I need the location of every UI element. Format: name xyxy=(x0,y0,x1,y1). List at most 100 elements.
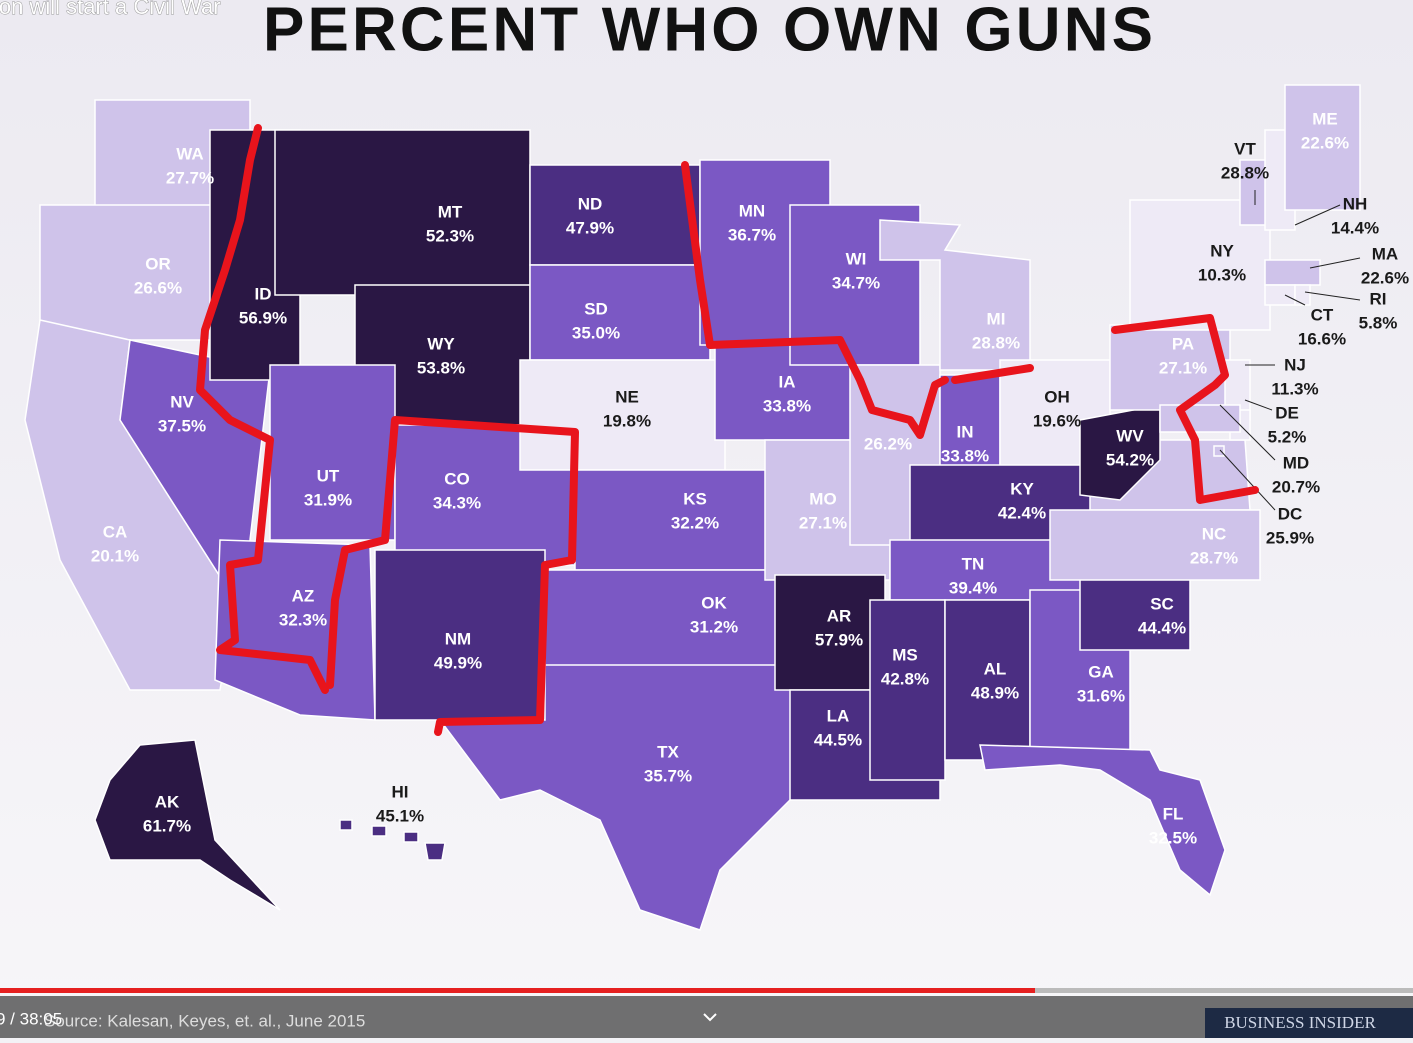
state-code: MI xyxy=(987,309,1006,328)
state-shape xyxy=(1129,199,1271,331)
state-code: MD xyxy=(1283,453,1309,472)
state-value-label: 47.9% xyxy=(566,218,614,237)
state-value-label: 35.0% xyxy=(572,323,620,342)
state-value-label: 28.8% xyxy=(972,333,1020,352)
state-code: NC xyxy=(1202,524,1227,543)
state-code: SC xyxy=(1150,594,1174,613)
state-value-label: 45.1% xyxy=(376,806,424,825)
state-value-label: 27.1% xyxy=(799,513,847,532)
state-value-label: 22.6% xyxy=(1361,268,1409,287)
logo-box xyxy=(1205,1008,1413,1038)
state-value-label: 49.9% xyxy=(434,653,482,672)
state-value-label: 35.7% xyxy=(644,766,692,785)
state-value-label: 26.2% xyxy=(864,434,912,453)
state-code: ME xyxy=(1312,109,1338,128)
annotation-line xyxy=(196,124,329,694)
state-value-label: 44.4% xyxy=(1138,618,1186,637)
state-value-label: 19.6% xyxy=(1033,411,1081,430)
state-value-label: 5.2% xyxy=(1268,427,1307,446)
source: Source: Kalesan, Keyes, et. al., June 20… xyxy=(44,1011,365,1030)
state-value-label: 36.7% xyxy=(728,225,776,244)
state-code: OH xyxy=(1044,387,1070,406)
labels: WA 27.7% OR 26.6% CA 20.1% NV 37.5% ID 56.9% MT 52.… xyxy=(91,109,1409,847)
state-shape xyxy=(544,569,791,666)
state-shape xyxy=(94,739,281,911)
state-value-label: 22.6% xyxy=(1301,133,1349,152)
state-code: NE xyxy=(615,387,639,406)
state-shape xyxy=(529,264,711,361)
state-shape xyxy=(869,599,946,781)
state-code: TN xyxy=(962,554,985,573)
state-code: AZ xyxy=(292,586,315,605)
state-code: MA xyxy=(1372,244,1398,263)
state-code: MN xyxy=(739,201,765,220)
state-code: AK xyxy=(155,792,180,811)
leader-line xyxy=(1304,291,1361,301)
state-code: KS xyxy=(683,489,707,508)
state-value-label: 34.3% xyxy=(433,493,481,512)
state-code: CO xyxy=(444,469,470,488)
state-code: AR xyxy=(827,606,852,625)
leader-line xyxy=(1219,449,1276,511)
state-shape xyxy=(403,831,419,843)
state-value-label: 52.3% xyxy=(426,226,474,245)
state-shape xyxy=(1159,404,1241,433)
red-annotations xyxy=(196,124,1259,736)
state-value-label: 31.9% xyxy=(304,490,352,509)
state-shape xyxy=(1294,284,1311,306)
leader-line xyxy=(1284,294,1306,306)
state-code: NM xyxy=(445,629,471,648)
annotation-line xyxy=(326,416,579,736)
state-code: DE xyxy=(1275,403,1299,422)
state-code: MT xyxy=(438,202,463,221)
state-value-label: 27.1% xyxy=(1159,358,1207,377)
state-code: PA xyxy=(1172,334,1194,353)
state-code: VT xyxy=(1234,139,1256,158)
state-value-label: 33.8% xyxy=(763,396,811,415)
state-shape xyxy=(424,842,446,861)
state-code: AL xyxy=(984,659,1007,678)
annotation-line xyxy=(681,161,949,439)
state-value-label: 32.2% xyxy=(671,513,719,532)
state-code: RI xyxy=(1370,289,1387,308)
state-code: NJ xyxy=(1284,355,1306,374)
state-code: ND xyxy=(578,194,603,213)
state-value-label: 28.8% xyxy=(1221,163,1269,182)
state-shape xyxy=(269,364,396,541)
state-shape xyxy=(529,164,701,266)
state-value-label: 61.7% xyxy=(143,816,191,835)
logo: BUSINESS INSIDER xyxy=(1224,1013,1376,1032)
state-code: TX xyxy=(657,742,679,761)
state-shape xyxy=(1264,259,1321,286)
state-code: MO xyxy=(809,489,836,508)
chevron[interactable] xyxy=(703,1013,717,1022)
state-code: WV xyxy=(1116,426,1144,445)
state-code: MS xyxy=(892,645,918,664)
state-code: ID xyxy=(255,284,272,303)
state-code: LA xyxy=(827,706,850,725)
states xyxy=(24,84,1361,931)
state-code: NY xyxy=(1210,241,1234,260)
state-value-label: 16.6% xyxy=(1298,329,1346,348)
state-shape xyxy=(274,129,531,296)
state-code: WY xyxy=(427,334,455,353)
state-shape xyxy=(944,599,1031,761)
state-code: CT xyxy=(1311,305,1334,324)
leader-line xyxy=(1309,257,1361,269)
state-code: HI xyxy=(392,782,409,801)
state-value-label: 27.7% xyxy=(166,168,214,187)
state-value-label: 42.4% xyxy=(998,503,1046,522)
state-value-label: 33.8% xyxy=(941,446,989,465)
state-code: KY xyxy=(1010,479,1034,498)
leader-line xyxy=(1294,204,1341,226)
state-code: OK xyxy=(701,593,727,612)
leader-line xyxy=(1244,399,1273,411)
state-value-label: 44.5% xyxy=(814,730,862,749)
state-code: WA xyxy=(176,144,203,163)
state-shape xyxy=(1213,445,1225,457)
state-value-label: 20.7% xyxy=(1272,477,1320,496)
state-value-label: 5.8% xyxy=(1359,313,1398,332)
state-shape xyxy=(1264,284,1296,306)
state-value-label: 34.7% xyxy=(832,273,880,292)
